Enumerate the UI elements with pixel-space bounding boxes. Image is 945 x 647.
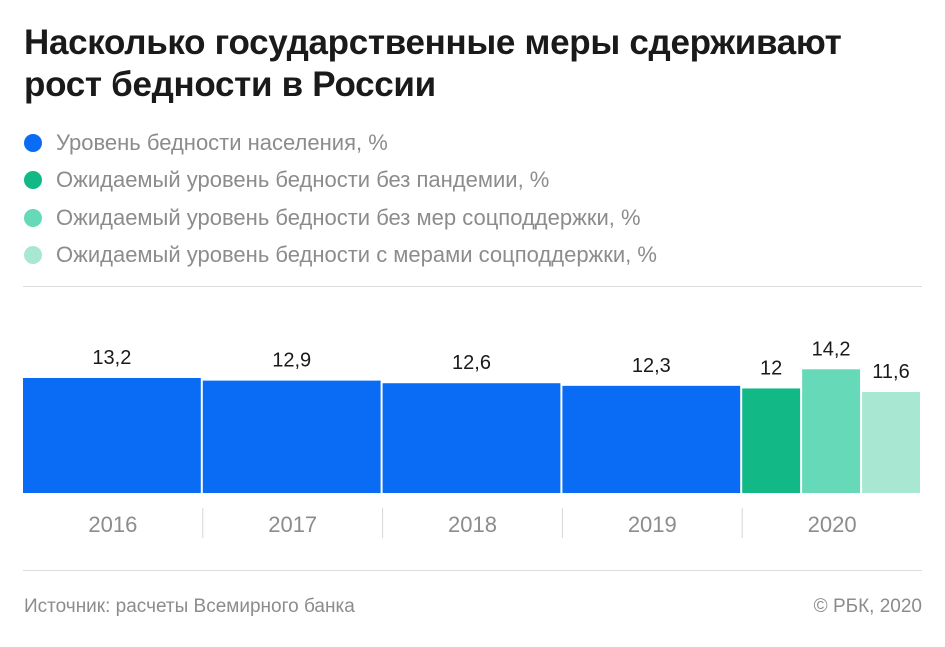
legend-label: Ожидаемый уровень бедности без пандемии,… (56, 167, 550, 193)
legend-item-with-support: Ожидаемый уровень бедности с мерами соцп… (24, 237, 657, 275)
legend-label: Ожидаемый уровень бедности без мер соцпо… (56, 204, 641, 230)
divider-bottom (23, 570, 922, 571)
data-label: 13,2 (92, 347, 131, 369)
bar-chart: 13,2 2016 12,9 2017 12,6 2018 12,3 2019 12 14,2 11… (23, 338, 920, 538)
legend: Уровень бедности населения, % Ожидаемый … (24, 124, 657, 274)
legend-item-poverty: Уровень бедности населения, % (24, 124, 657, 162)
bar (742, 388, 801, 493)
data-label: 12,3 (632, 355, 671, 377)
x-tick-label: 2020 (808, 512, 857, 537)
data-label: 11,6 (872, 361, 909, 383)
legend-item-no-pandemic: Ожидаемый уровень бедности без пандемии,… (24, 162, 657, 200)
copyright: © РБК, 2020 (813, 596, 922, 617)
legend-swatch (24, 208, 42, 227)
legend-label: Ожидаемый уровень бедности с мерами соцп… (56, 242, 657, 268)
bar (382, 383, 561, 493)
legend-swatch (24, 171, 42, 190)
bar (202, 380, 381, 493)
data-label: 12 (760, 357, 782, 379)
legend-label: Уровень бедности населения, % (56, 129, 388, 155)
data-label: 14,2 (812, 338, 851, 360)
x-tick-label: 2019 (628, 512, 677, 537)
chart-title: Насколько государственные меры сдерживаю… (24, 23, 842, 104)
bar (802, 369, 861, 493)
legend-swatch (24, 246, 42, 265)
bar (562, 385, 741, 493)
data-label: 12,6 (452, 352, 491, 374)
x-tick-label: 2016 (88, 512, 137, 537)
divider-top (23, 286, 922, 287)
bar (23, 378, 201, 493)
source-note: Источник: расчеты Всемирного банка (24, 596, 355, 617)
bar (862, 391, 920, 493)
data-label: 12,9 (272, 350, 311, 372)
legend-item-no-support: Ожидаемый уровень бедности без мер соцпо… (24, 199, 657, 237)
x-tick-label: 2018 (448, 512, 497, 537)
legend-swatch (24, 133, 42, 152)
x-tick-label: 2017 (268, 512, 317, 537)
